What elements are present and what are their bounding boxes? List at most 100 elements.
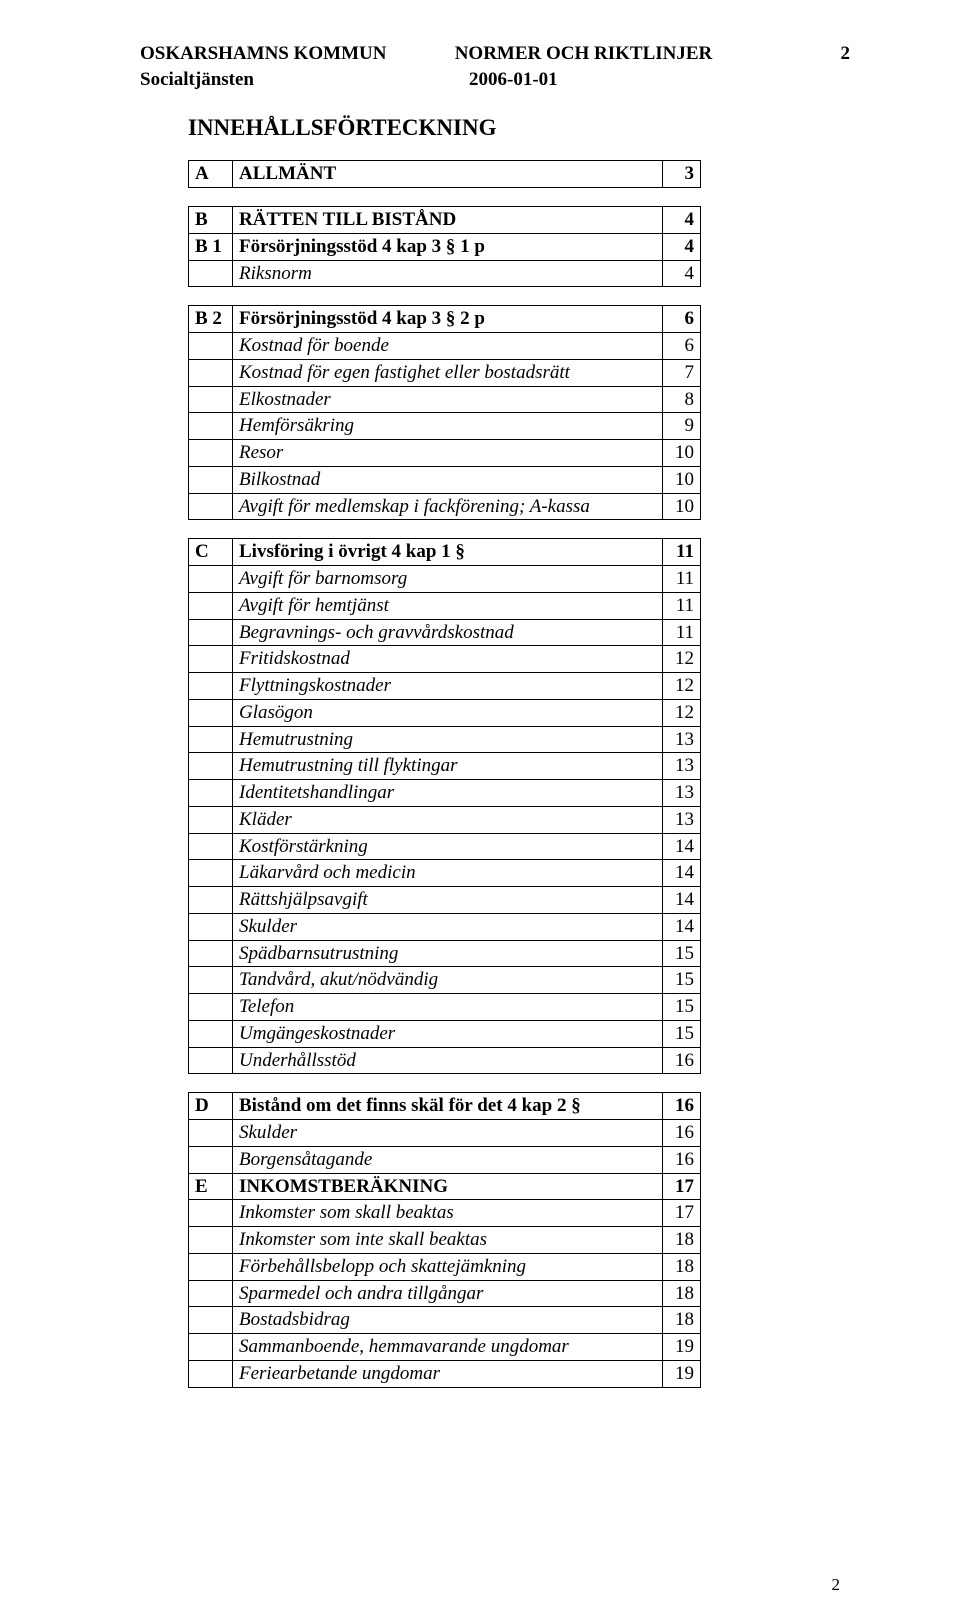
table-row: BRÄTTEN TILL BISTÅND4 [189, 207, 701, 234]
toc-title: INNEHÅLLSFÖRTECKNING [188, 114, 850, 143]
toc-code [189, 1334, 233, 1361]
toc-code [189, 1227, 233, 1254]
toc-code: C [189, 539, 233, 566]
toc-code: D [189, 1093, 233, 1120]
header-page-top: 2 [841, 42, 851, 66]
toc-label: Feriearbetande ungdomar [233, 1360, 663, 1387]
toc-code [189, 1200, 233, 1227]
toc-code [189, 940, 233, 967]
table-row: Borgensåtagande16 [189, 1146, 701, 1173]
toc-page: 11 [663, 619, 701, 646]
table-row: B 2Försörjningsstöd 4 kap 3 § 2 p6 [189, 306, 701, 333]
table-row: Identitetshandlingar13 [189, 780, 701, 807]
table-row: Kostförstärkning14 [189, 833, 701, 860]
table-row: Elkostnader8 [189, 386, 701, 413]
toc-page: 15 [663, 940, 701, 967]
toc-label: Bilkostnad [233, 466, 663, 493]
toc-code [189, 673, 233, 700]
header-line-2: Socialtjänsten 2006-01-01 [140, 68, 850, 92]
toc-label: Kostförstärkning [233, 833, 663, 860]
toc-label: INKOMSTBERÄKNING [233, 1173, 663, 1200]
toc-page: 13 [663, 753, 701, 780]
header-line-1: OSKARSHAMNS KOMMUN NORMER OCH RIKTLINJER… [140, 42, 850, 66]
table-row: Skulder16 [189, 1120, 701, 1147]
toc-code [189, 440, 233, 467]
table-row: Bostadsbidrag18 [189, 1307, 701, 1334]
table-row: Sparmedel och andra tillgångar18 [189, 1280, 701, 1307]
table-row: Glasögon12 [189, 699, 701, 726]
toc-code [189, 260, 233, 287]
toc-code [189, 967, 233, 994]
toc-table: BRÄTTEN TILL BISTÅND4B 1Försörjningsstöd… [188, 206, 701, 287]
toc-code [189, 806, 233, 833]
toc-table: AALLMÄNT3 [188, 160, 701, 188]
toc-label: Borgensåtagande [233, 1146, 663, 1173]
toc-label: Inkomster som skall beaktas [233, 1200, 663, 1227]
toc-page: 4 [663, 233, 701, 260]
toc-code: B 1 [189, 233, 233, 260]
toc-page: 16 [663, 1146, 701, 1173]
toc-label: Avgift för barnomsorg [233, 566, 663, 593]
toc-code [189, 887, 233, 914]
toc-label: Livsföring i övrigt 4 kap 1 § [233, 539, 663, 566]
toc-label: Glasögon [233, 699, 663, 726]
toc-page: 10 [663, 440, 701, 467]
toc-page: 7 [663, 359, 701, 386]
table-row: Resor10 [189, 440, 701, 467]
toc-code [189, 646, 233, 673]
toc-page: 17 [663, 1200, 701, 1227]
toc-code [189, 1120, 233, 1147]
toc-page: 16 [663, 1047, 701, 1074]
toc-label: Fritidskostnad [233, 646, 663, 673]
toc-page: 14 [663, 860, 701, 887]
toc-label: Läkarvård och medicin [233, 860, 663, 887]
toc-page: 18 [663, 1307, 701, 1334]
table-row: Bilkostnad10 [189, 466, 701, 493]
table-row: Tandvård, akut/nödvändig15 [189, 967, 701, 994]
table-row: Inkomster som inte skall beaktas18 [189, 1227, 701, 1254]
table-row: Skulder14 [189, 913, 701, 940]
toc-label: Sammanboende, hemmavarande ungdomar [233, 1334, 663, 1361]
toc-label: Kostnad för boende [233, 333, 663, 360]
toc-table: DBistånd om det finns skäl för det 4 kap… [188, 1092, 701, 1387]
toc-label: Elkostnader [233, 386, 663, 413]
toc-code: B 2 [189, 306, 233, 333]
header-org: OSKARSHAMNS KOMMUN [140, 42, 386, 66]
toc-code [189, 699, 233, 726]
table-row: Feriearbetande ungdomar19 [189, 1360, 701, 1387]
toc-label: RÄTTEN TILL BISTÅND [233, 207, 663, 234]
toc-label: Tandvård, akut/nödvändig [233, 967, 663, 994]
toc-label: Bistånd om det finns skäl för det 4 kap … [233, 1093, 663, 1120]
toc-page: 18 [663, 1280, 701, 1307]
toc-label: Umgängeskostnader [233, 1020, 663, 1047]
toc-label: Hemutrustning [233, 726, 663, 753]
toc-label: Inkomster som inte skall beaktas [233, 1227, 663, 1254]
toc-page: 19 [663, 1334, 701, 1361]
toc-page: 12 [663, 699, 701, 726]
table-row: Avgift för medlemskap i fackförening; A-… [189, 493, 701, 520]
toc-page: 10 [663, 493, 701, 520]
toc-label: Riksnorm [233, 260, 663, 287]
toc-page: 16 [663, 1093, 701, 1120]
toc-code [189, 466, 233, 493]
toc-code [189, 1360, 233, 1387]
table-row: Rättshjälpsavgift14 [189, 887, 701, 914]
footer-page-number: 2 [832, 1574, 841, 1595]
toc-page: 14 [663, 913, 701, 940]
toc-label: Spädbarnsutrustning [233, 940, 663, 967]
table-row: EINKOMSTBERÄKNING17 [189, 1173, 701, 1200]
toc-page: 15 [663, 994, 701, 1021]
table-row: Kostnad för boende6 [189, 333, 701, 360]
toc-code [189, 1146, 233, 1173]
toc-code [189, 413, 233, 440]
header-doc-title: NORMER OCH RIKTLINJER [455, 42, 713, 66]
toc-code [189, 386, 233, 413]
toc-label: Skulder [233, 913, 663, 940]
toc-code [189, 592, 233, 619]
toc-code: B [189, 207, 233, 234]
toc-page: 14 [663, 887, 701, 914]
toc-page: 12 [663, 673, 701, 700]
toc-code [189, 994, 233, 1021]
table-row: Flyttningskostnader12 [189, 673, 701, 700]
table-row: Telefon15 [189, 994, 701, 1021]
